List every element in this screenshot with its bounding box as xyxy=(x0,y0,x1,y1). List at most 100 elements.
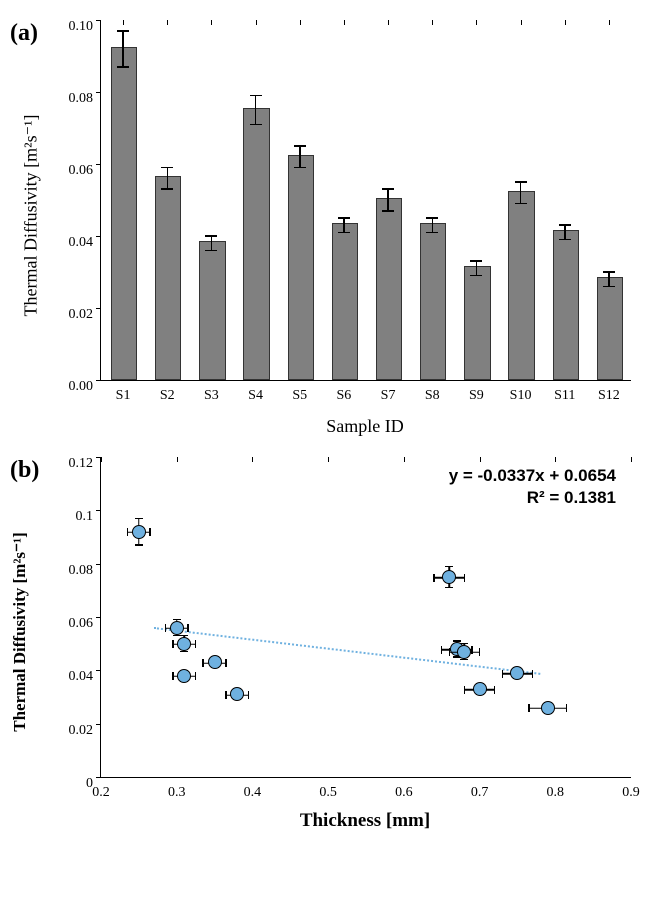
error-cap xyxy=(161,167,173,169)
error-cap xyxy=(470,260,482,262)
x-error-cap xyxy=(187,624,189,632)
error-cap xyxy=(250,95,262,97)
y-tick-label: 0.00 xyxy=(69,379,102,395)
error-cap xyxy=(250,124,262,126)
x-tick-mark xyxy=(211,20,212,25)
y-tick-label: 0.08 xyxy=(69,563,102,579)
x-tick-label: S4 xyxy=(248,380,263,404)
data-point xyxy=(177,669,191,683)
panel-b-y-axis-label: Thermal Diffusivity [m²s⁻¹] xyxy=(10,532,30,732)
y-tick-label: 0.04 xyxy=(69,235,102,251)
panel-b: (b) y = -0.0337x + 0.0654 R² = 0.1381 00… xyxy=(10,457,658,832)
x-tick-label: 0.2 xyxy=(92,777,110,801)
error-bar xyxy=(299,146,301,168)
x-error-cap xyxy=(195,640,197,648)
y-tick-label: 0.04 xyxy=(69,669,102,685)
error-cap xyxy=(426,232,438,234)
x-tick-label: 0.3 xyxy=(168,777,186,801)
error-cap xyxy=(205,235,217,237)
y-error-cap xyxy=(445,566,453,568)
data-point xyxy=(442,570,456,584)
x-error-cap xyxy=(225,659,227,667)
error-bar xyxy=(476,261,478,275)
x-tick-mark xyxy=(521,20,522,25)
y-tick-label: 0.06 xyxy=(69,163,102,179)
y-tick-label: 0.02 xyxy=(69,723,102,739)
x-tick-mark xyxy=(480,457,481,462)
x-tick-mark xyxy=(432,20,433,25)
data-point xyxy=(230,687,244,701)
x-tick-label: S3 xyxy=(204,380,219,404)
scatter-plot: y = -0.0337x + 0.0654 R² = 0.1381 00.020… xyxy=(100,457,631,778)
y-error-cap xyxy=(460,659,468,661)
error-cap xyxy=(603,271,615,273)
x-tick-mark xyxy=(609,20,610,25)
x-tick-mark xyxy=(123,20,124,25)
x-error-cap xyxy=(464,574,466,582)
error-cap xyxy=(559,239,571,241)
x-tick-label: S9 xyxy=(469,380,484,404)
regression-equation: y = -0.0337x + 0.0654 R² = 0.1381 xyxy=(449,465,616,509)
data-point xyxy=(208,655,222,669)
y-tick-label: 0.02 xyxy=(69,307,102,323)
x-error-cap xyxy=(149,528,151,536)
x-error-cap xyxy=(172,640,174,648)
error-cap xyxy=(117,66,129,68)
x-tick-mark xyxy=(252,457,253,462)
x-tick-mark xyxy=(565,20,566,25)
error-bar xyxy=(387,189,389,211)
error-cap xyxy=(515,203,527,205)
panel-a-label: (a) xyxy=(10,20,38,47)
x-tick-label: 0.8 xyxy=(547,777,565,801)
bar xyxy=(199,241,225,380)
x-error-cap xyxy=(172,672,174,680)
data-point xyxy=(177,637,191,651)
x-tick-mark xyxy=(167,20,168,25)
y-error-cap xyxy=(135,518,143,520)
bar xyxy=(155,176,181,380)
y-tick-mark xyxy=(96,617,101,618)
x-error-cap xyxy=(202,659,204,667)
bar xyxy=(553,230,579,380)
error-bar xyxy=(255,96,257,125)
y-tick-mark xyxy=(96,380,101,381)
y-tick-label: 0.10 xyxy=(69,19,102,35)
x-tick-label: 0.7 xyxy=(471,777,489,801)
bar xyxy=(376,198,402,380)
data-point xyxy=(541,701,555,715)
y-tick-mark xyxy=(96,92,101,93)
y-tick-mark xyxy=(96,20,101,21)
error-bar xyxy=(564,225,566,239)
x-error-cap xyxy=(433,574,435,582)
x-tick-mark xyxy=(631,457,632,462)
figure: (a) 0.000.020.040.060.080.10S1S2S3S4S5S6… xyxy=(10,20,658,832)
x-error-cap xyxy=(449,648,451,656)
error-cap xyxy=(338,232,350,234)
x-error-cap xyxy=(502,670,504,678)
bar-chart-plot: 0.000.020.040.060.080.10S1S2S3S4S5S6S7S8… xyxy=(100,20,631,381)
error-bar xyxy=(343,218,345,232)
x-tick-label: 0.9 xyxy=(622,777,640,801)
panel-a-x-axis-label: Sample ID xyxy=(100,416,630,437)
x-tick-mark xyxy=(101,457,102,462)
x-tick-label: S12 xyxy=(598,380,620,404)
y-error-cap xyxy=(180,651,188,653)
x-tick-label: S11 xyxy=(554,380,575,404)
y-tick-mark xyxy=(96,164,101,165)
error-cap xyxy=(382,188,394,190)
x-error-cap xyxy=(441,646,443,654)
bar xyxy=(420,223,446,380)
error-bar xyxy=(608,272,610,286)
x-tick-mark xyxy=(177,457,178,462)
panel-a-y-axis-label: Thermal Diffusivity [m²s⁻¹] xyxy=(20,115,41,317)
y-tick-mark xyxy=(96,308,101,309)
bar xyxy=(111,47,137,380)
x-error-cap xyxy=(464,686,466,694)
x-tick-label: S5 xyxy=(292,380,307,404)
y-tick-label: 0.06 xyxy=(69,616,102,632)
x-tick-label: S1 xyxy=(116,380,131,404)
x-tick-label: S10 xyxy=(510,380,532,404)
data-point xyxy=(132,525,146,539)
bar xyxy=(332,223,358,380)
x-tick-label: 0.6 xyxy=(395,777,413,801)
